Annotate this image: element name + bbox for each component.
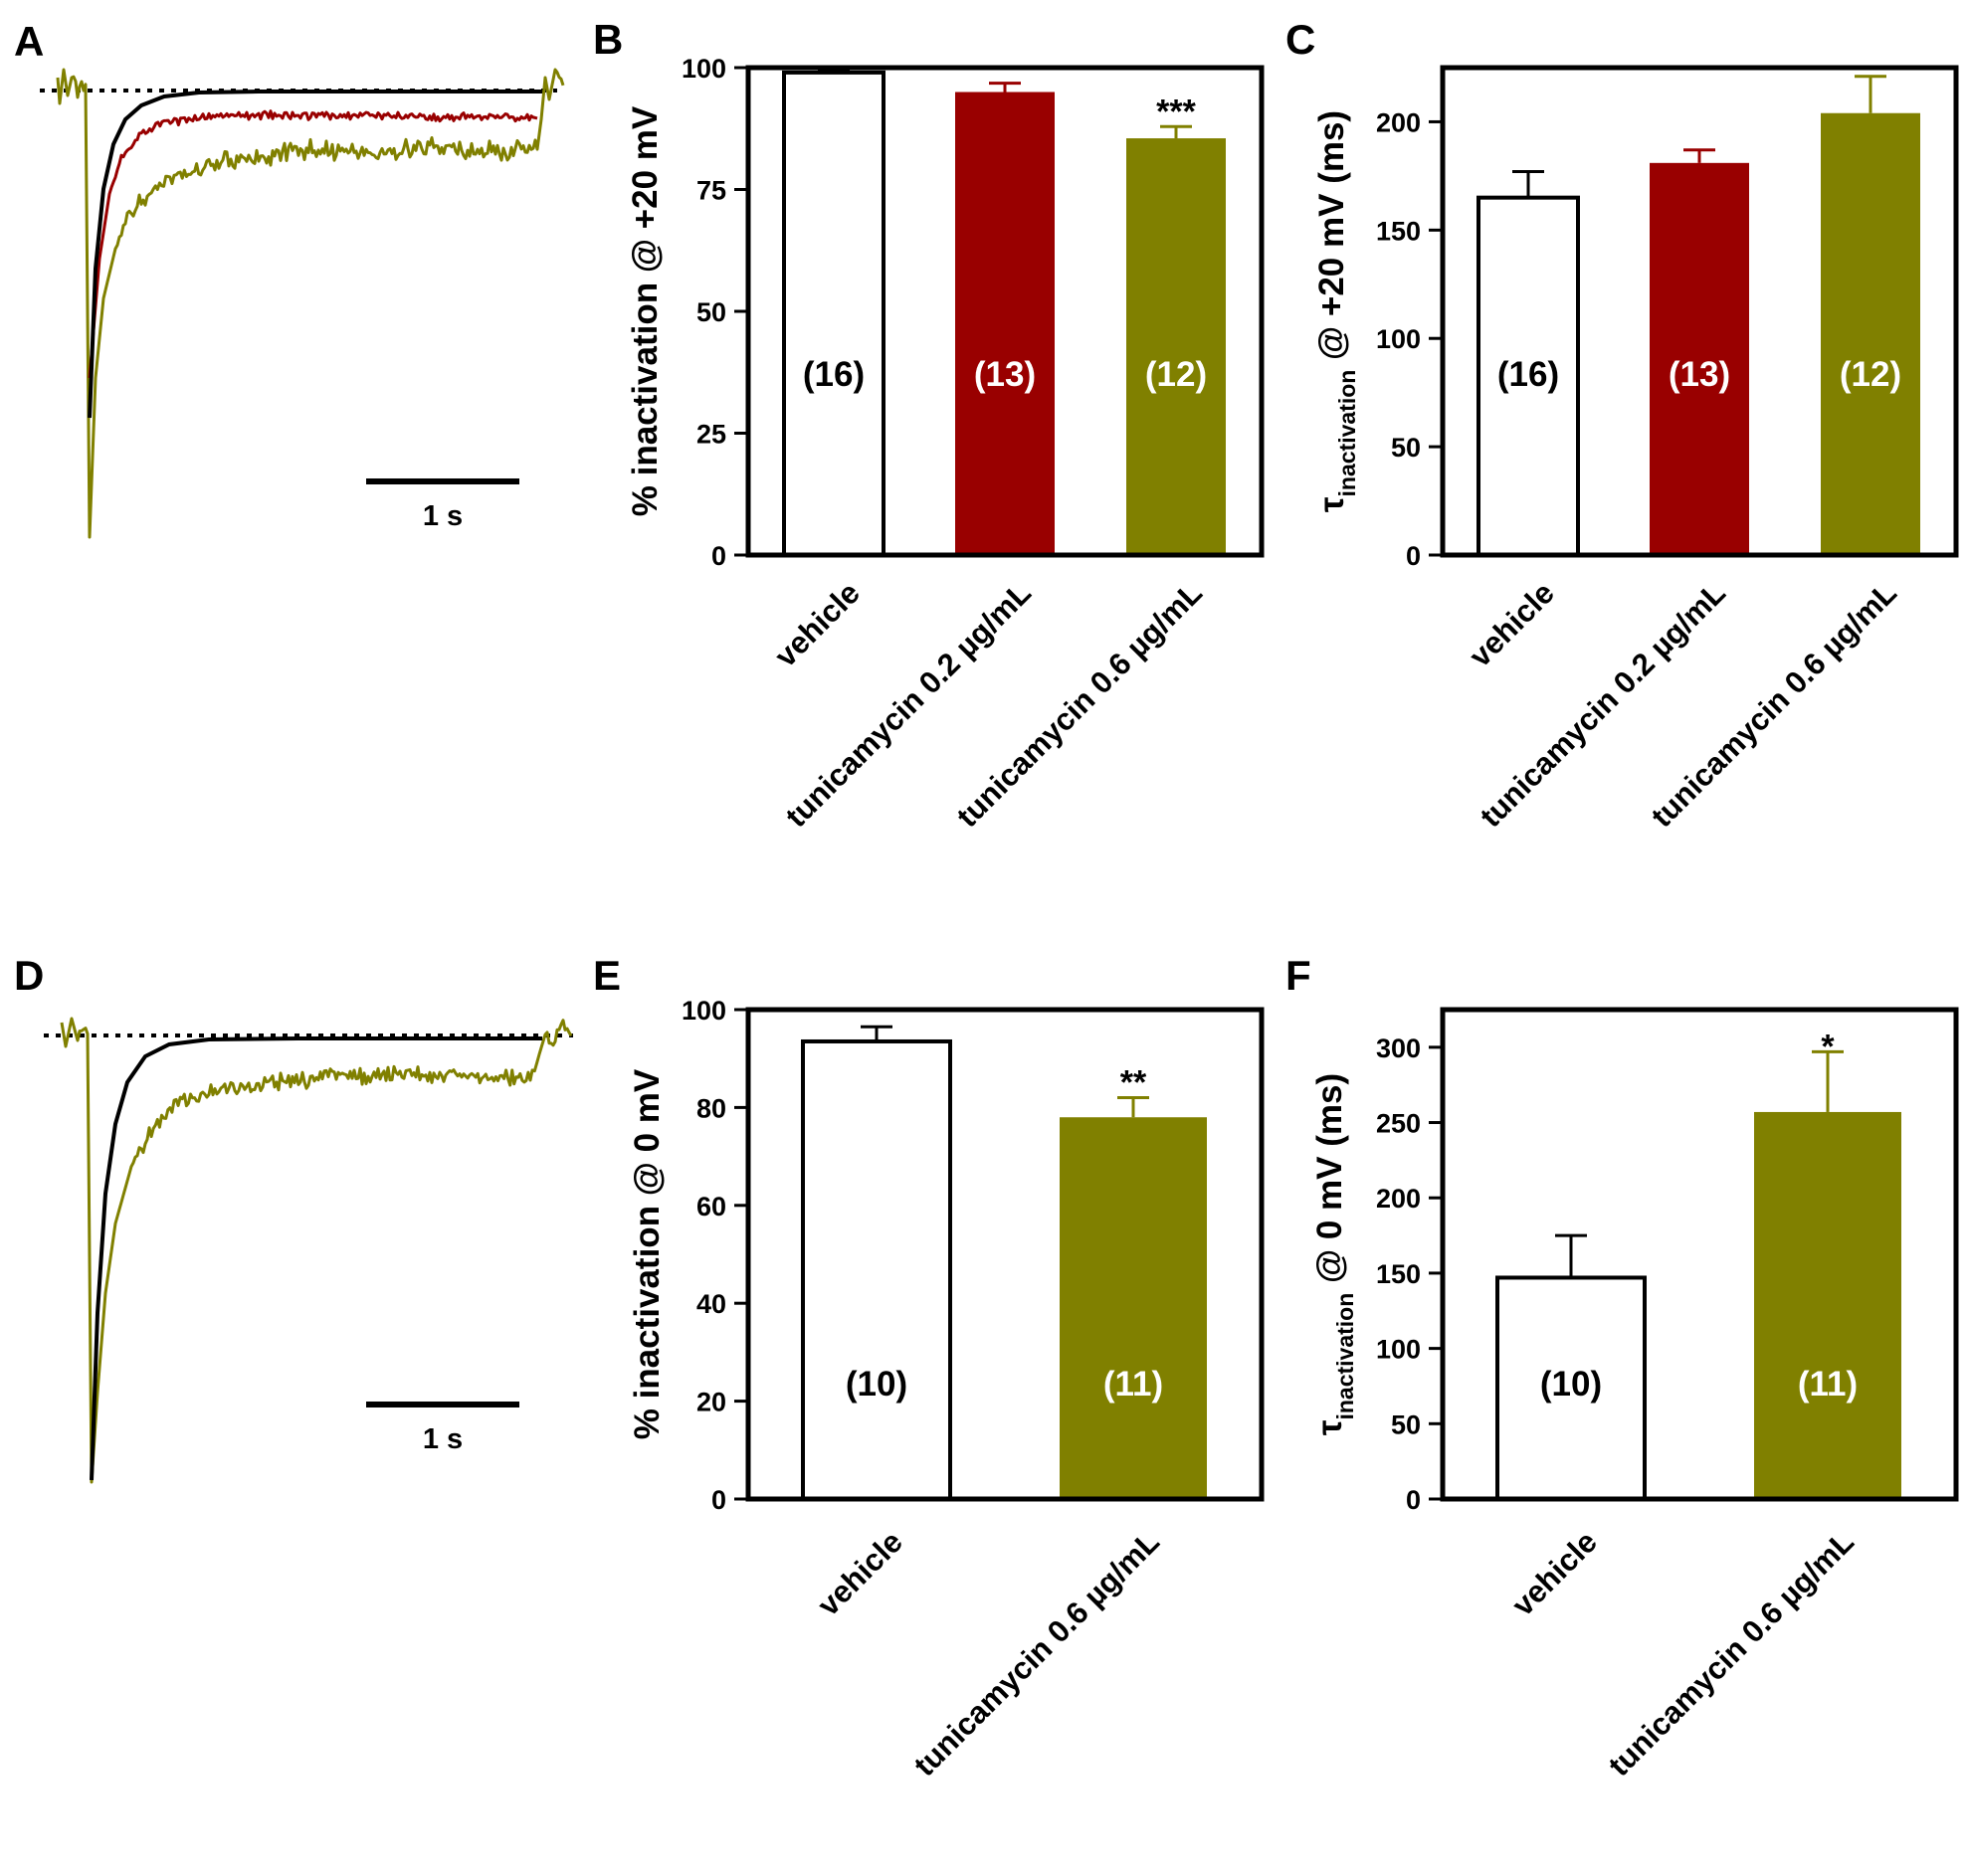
panel-f-y-tick-label: 0 [1406,1485,1421,1515]
panel-c-tunicamycin-0-2-ug-ml-bar [1650,162,1749,556]
panel-b-y-tick-label: 75 [696,176,726,206]
panel-d-trace-vehicle [90,1036,542,1481]
panel-c: C(16)vehicle(13)tunicamycin 0.2 µg/mL(12… [1285,16,1959,835]
panel-c-tunicamycin-0-6-ug-ml-bar [1821,112,1920,555]
panel-c-vehicle-n-label: (16) [1497,355,1559,394]
panel-a-trace-vehicle [88,90,542,419]
panel-e-y-tick-label: 40 [696,1289,726,1319]
panel-f-vehicle-n-label: (10) [1540,1365,1602,1404]
panel-e-vehicle-n-label: (10) [846,1365,907,1404]
panel-a: A 1 s [14,18,565,539]
panel-c-vehicle-bar [1476,195,1580,558]
panel-e-tunicamycin-0-6-ug-ml-significance: ** [1120,1064,1147,1102]
panel-e-frame [745,1007,1265,1502]
panel-f-y-tick-label: 100 [1376,1335,1421,1365]
panel-f: F (10) vehicle (11) * tunicamycin 0.6 µg/mL 0 5… [1285,952,1959,1783]
panel-c-letter: C [1285,16,1315,63]
panel-e-y-tick-label: 0 [711,1485,726,1515]
panel-c-vehicle-category-label: vehicle [1463,575,1561,673]
panel-b-frame [745,65,1265,558]
panel-b-tunicamycin-0-2-ug-ml-bar [955,92,1055,555]
panel-c-y-tick-label: 150 [1376,216,1421,246]
panel-c-tunicamycin-0-2-ug-ml-n-label: (13) [1669,355,1730,394]
panel-e-y-tick-label: 80 [696,1093,726,1123]
panel-b: B(16)vehicle(13)tunicamycin 0.2 µg/mL(12… [593,16,1265,835]
panel-f-vehicle-bar [1495,1275,1647,1501]
panel-c-frame [1440,65,1959,558]
panel-b-tunicamycin-0-6-ug-ml-n-label: (12) [1145,355,1207,394]
panel-e-tunicamycin-0-6-ug-ml-category-label: tunicamycin 0.6 µg/mL [907,1524,1166,1782]
panel-f-tunicamycin-0-6-ug-ml-category-label: tunicamycin 0.6 µg/mL [1602,1524,1861,1782]
panel-e-tunicamycin-0-6-ug-ml-bar [1060,1117,1207,1499]
panel-a-letter: A [14,18,44,65]
panel-c-y-tick-label: 200 [1376,107,1421,137]
panel-c-y-tick-label: 50 [1391,433,1421,463]
panel-e-vehicle-bar [801,1038,952,1501]
panel-b-vehicle-n-label: (16) [803,355,865,394]
panel-e-vehicle-category-label: vehicle [811,1524,909,1622]
panel-e-y-tick-label: 60 [696,1192,726,1221]
panel-f-frame [1440,1007,1959,1502]
panel-f-y-tick-label: 200 [1376,1184,1421,1214]
panel-b-y-tick-label: 25 [696,420,726,450]
panel-f-y-tick-label: 300 [1376,1033,1421,1063]
panel-e: E (10) vehicle (11) ** tunicamycin 0.6 µg/mL 0… [593,952,1265,1783]
panel-f-tunicamycin-0-6-ug-ml-significance: * [1821,1028,1835,1065]
panel-f-y-axis-label: τinactivation @ 0 mV (ms) [1310,1073,1358,1435]
panel-b-tunicamycin-0-6-ug-ml-bar [1126,138,1226,556]
panel-d: D 1 s [14,952,573,1484]
panel-a-scale-label: 1 s [423,500,463,532]
panel-e-tunicamycin-0-6-ug-ml-n-label: (11) [1103,1365,1163,1404]
panel-b-tunicamycin-0-6-ug-ml-significance: *** [1156,93,1196,130]
panel-d-scale-label: 1 s [423,1423,463,1455]
panel-f-vehicle-category-label: vehicle [1505,1524,1604,1622]
panel-f-tunicamycin-0-6-ug-ml-n-label: (11) [1798,1365,1858,1404]
panel-b-y-tick-label: 0 [711,541,726,571]
panel-b-letter: B [593,16,623,63]
panel-a-trace-tunicamycin-0.2 [88,109,538,379]
panel-c-y-tick-label: 100 [1376,324,1421,354]
panel-c-y-tick-label: 0 [1406,541,1421,571]
panel-b-y-tick-label: 50 [696,297,726,327]
panel-b-tunicamycin-0-2-ug-ml-n-label: (13) [974,355,1036,394]
panel-e-y-tick-label: 20 [696,1388,726,1417]
panel-c-tunicamycin-0-6-ug-ml-n-label: (12) [1840,355,1901,394]
panel-e-y-tick-label: 100 [682,996,726,1026]
panel-d-trace-tunicamycin-0.6 [60,1017,573,1484]
panel-b-vehicle-category-label: vehicle [768,575,867,673]
panel-b-vehicle-bar [782,70,886,558]
panel-b-y-tick-label: 100 [682,54,726,84]
panel-f-y-tick-label: 50 [1391,1409,1421,1439]
panel-f-tunicamycin-0-6-ug-ml-bar [1754,1111,1901,1499]
panel-b-y-axis-label: % inactivation @ +20 mV [626,105,665,516]
panel-a-trace-tunicamycin-0.6 [56,68,565,539]
panel-f-letter: F [1285,952,1311,999]
panel-f-y-tick-label: 150 [1376,1259,1421,1289]
panel-d-letter: D [14,952,44,999]
panel-f-y-tick-label: 250 [1376,1109,1421,1139]
panel-e-letter: E [593,952,621,999]
panel-c-y-axis-label: τinactivation @ +20 mV (ms) [1312,110,1360,512]
panel-e-y-axis-label: % inactivation @ 0 mV [628,1068,667,1439]
